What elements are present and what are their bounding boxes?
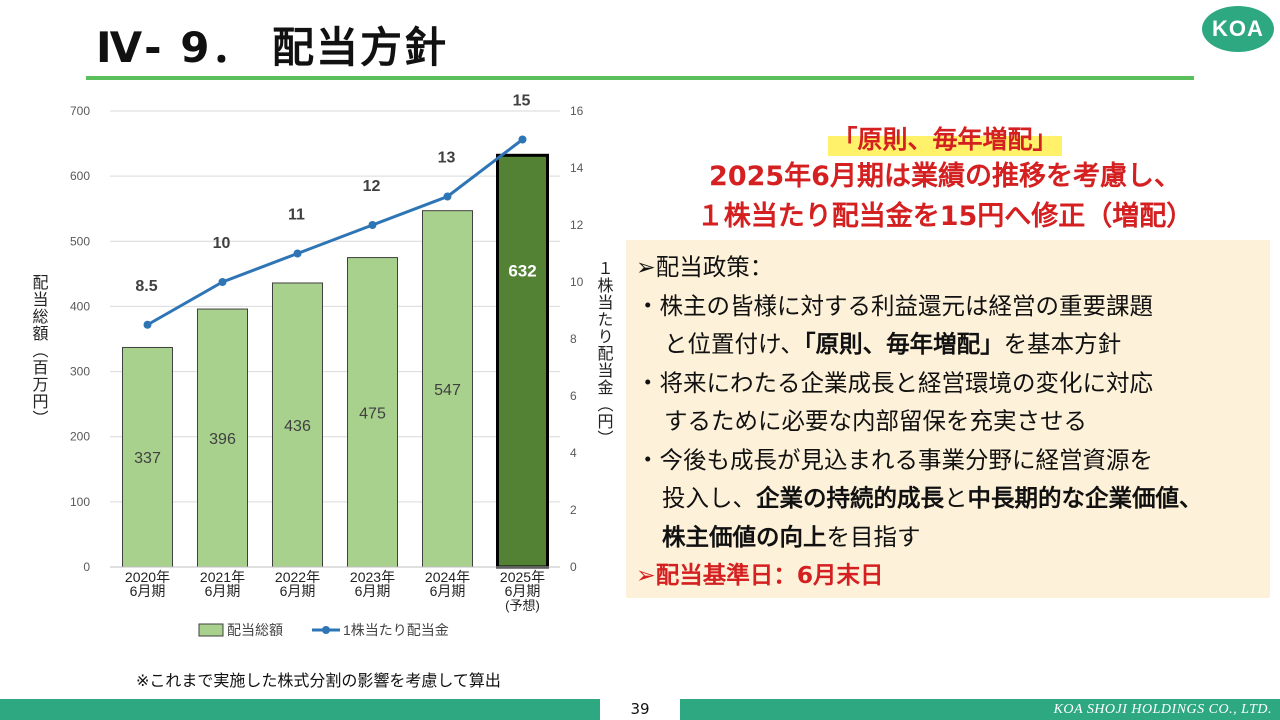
x-tick-label: 2023年 (350, 569, 395, 585)
chart-footnote: ※これまで実施した株式分割の影響を考慮して算出 (136, 671, 501, 690)
line-point (143, 320, 152, 329)
bar-value-label: 396 (209, 431, 236, 448)
y2-tick-label: 12 (570, 218, 584, 232)
policy-text: を目指す (826, 522, 921, 551)
line-point (293, 249, 302, 258)
policy-bullet-3-line-3: 株主価値の向上を目指す (636, 518, 1270, 557)
policy-text: を基本方針 (1003, 330, 1122, 358)
x-tick-label: 2024年 (425, 569, 470, 585)
headline-principle: 「原則、毎年増配」 (828, 120, 1062, 156)
policy-bullet-2-line-2: するために必要な内部留保を充実させる (664, 407, 1087, 435)
y-tick-label: 500 (70, 234, 90, 248)
line-value-label: 8.5 (135, 278, 157, 295)
x-tick-label: 6月期 (280, 583, 316, 599)
y-tick-label: 600 (70, 169, 90, 183)
x-tick-label: (予想) (505, 598, 540, 613)
y2-tick-label: 4 (570, 446, 577, 460)
y-tick-label: 700 (70, 104, 90, 118)
headline-line-3: １株当たり配当金を15円へ修正（増配） (696, 201, 1194, 232)
legend-label-bar: 配当総額 (227, 622, 283, 638)
policy-bullet-3-line-1: ・今後も成長が見込まれる事業分野に経営資源を (636, 445, 1153, 474)
dividend-chart: 0 100 200 300 400 500 600 700 0 2 4 6 8 10 12 14 16 337 39… (30, 93, 614, 639)
x-tick-label: 6月期 (130, 583, 166, 599)
y2-tick-label: 6 (570, 389, 577, 403)
y2-tick-label: 14 (570, 161, 584, 175)
bar (422, 210, 473, 568)
bar (122, 346, 173, 568)
company-name: KOA SHOJI HOLDINGS CO., LTD. (1053, 702, 1272, 717)
series-line (146, 138, 524, 327)
y2-axis-title: １株当たり配当金（円） (595, 260, 614, 447)
y-axis-title: 配当総額（百万円） (30, 274, 49, 427)
headline: 「原則、毎年増配」 2025年6月期は業績の推移を考慮し、 １株当たり配当金を1… (630, 120, 1260, 236)
bar (197, 308, 248, 568)
x-tick-label: 6月期 (505, 583, 541, 599)
company-logo: KOA (1202, 6, 1274, 52)
y-tick-label: 100 (70, 495, 90, 509)
x-tick-label: 2022年 (275, 569, 320, 585)
x-tick-label: 6月期 (205, 583, 241, 599)
dividend-policy-box: ➢配当政策： ・株主の皆様に対する利益還元は経営の重要課題 と位置付け、「原則、… (626, 240, 1270, 598)
bar (496, 153, 549, 569)
policy-text: と位置付け、 (664, 330, 804, 358)
legend-label-line: 1株当たり配当金 (343, 622, 449, 638)
bar (272, 282, 323, 568)
policy-emphasis: 企業の持続的成長 (756, 484, 944, 512)
policy-text: と (944, 484, 968, 512)
policy-heading: ➢配当政策： (636, 253, 774, 281)
y2-tick-label: 10 (570, 275, 584, 289)
legend-swatch-point (322, 626, 330, 634)
policy-emphasis: 株主価値の向上 (662, 522, 827, 551)
bar-value-label: 547 (434, 382, 461, 399)
policy-bullet-2-line-1: ・将来にわたる企業成長と経営環境の変化に対応 (636, 368, 1153, 397)
x-tick-label: 2020年 (125, 569, 170, 585)
policy-bullet-1-line-2: と位置付け、「原則、毎年増配」を基本方針 (636, 325, 1270, 364)
legend-swatch-bar (198, 623, 224, 637)
y2-tick-label: 2 (570, 503, 577, 517)
y-tick-label: 300 (70, 365, 90, 379)
line-point (218, 278, 227, 286)
x-tick-label: 6月期 (355, 583, 391, 599)
y-tick-label: 0 (83, 560, 90, 574)
dividend-record-date: ➢配当基準日：6月末日 (636, 561, 884, 589)
page-title: Ⅳ- 9． 配当方針 (96, 23, 449, 72)
x-tick-label: 2021年 (200, 569, 245, 585)
title-divider (86, 76, 1194, 80)
line-value-label: 10 (213, 235, 231, 252)
policy-emphasis: 中長期的な企業価値、 (967, 484, 1203, 512)
page-number: 39 (600, 699, 680, 720)
footer-bar: 39 KOA SHOJI HOLDINGS CO., LTD. (0, 699, 1280, 720)
bar-value-label: 475 (359, 405, 386, 422)
y2-tick-label: 0 (570, 560, 577, 574)
line-value-label: 12 (363, 178, 381, 195)
headline-line-2: 2025年6月期は業績の推移を考慮し、 (709, 161, 1181, 192)
x-tick-label: 6月期 (430, 583, 466, 599)
y-tick-label: 200 (70, 430, 90, 444)
x-tick-label: 2025年 (500, 569, 545, 585)
bar-value-label: 632 (508, 262, 536, 281)
policy-bullet-3-line-2: 投入し、企業の持続的成長と中長期的な企業価値、 (636, 479, 1270, 518)
y-tick-label: 400 (70, 299, 90, 313)
line-value-label: 13 (438, 150, 456, 167)
policy-emphasis: 「原則、毎年増配」 (803, 330, 1004, 358)
line-point (368, 221, 377, 229)
line-point (518, 135, 527, 144)
policy-text: 投入し、 (662, 484, 756, 512)
line-value-label: 15 (513, 93, 531, 110)
line-point (443, 192, 452, 201)
line-value-label: 11 (288, 207, 305, 224)
y2-tick-label: 16 (570, 104, 584, 118)
policy-bullet-1-line-1: ・株主の皆様に対する利益還元は経営の重要課題 (636, 291, 1153, 320)
bar-value-label: 436 (284, 418, 311, 435)
bar (347, 257, 398, 568)
bar-value-label: 337 (134, 450, 161, 467)
y2-tick-label: 8 (570, 332, 577, 346)
